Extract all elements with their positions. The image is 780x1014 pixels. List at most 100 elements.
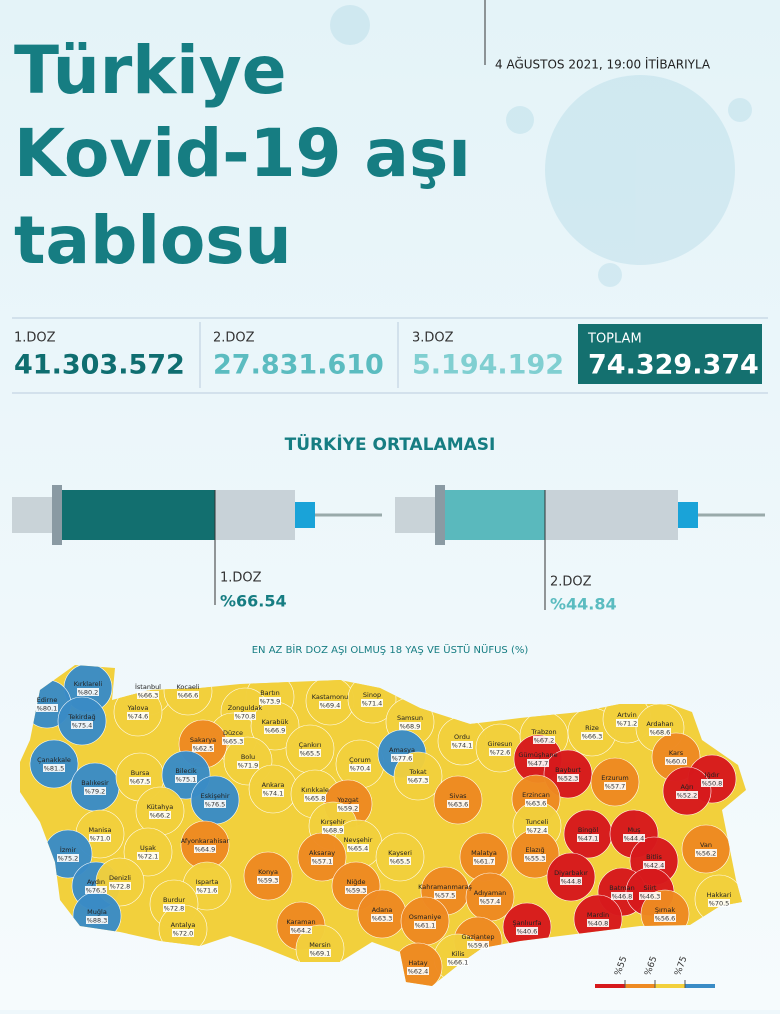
legend-swatch bbox=[595, 984, 625, 988]
province-name: Sinop bbox=[363, 691, 381, 699]
syringe-label: 1.DOZ bbox=[220, 571, 262, 586]
province-name: Denizli bbox=[109, 874, 131, 882]
virus-decoration bbox=[330, 5, 752, 287]
province-value: %65.5 bbox=[390, 858, 411, 866]
value-box bbox=[414, 921, 436, 929]
province-name: Düzce bbox=[223, 729, 243, 737]
province-name: Afyonkarahisar bbox=[181, 837, 230, 845]
province-value: %68.6 bbox=[650, 729, 671, 737]
province-value: %71.6 bbox=[197, 887, 218, 895]
province-value: %63.6 bbox=[448, 801, 469, 809]
value-box bbox=[36, 704, 58, 712]
value-box bbox=[349, 764, 371, 772]
value-box bbox=[264, 726, 286, 734]
province-name: Isparta bbox=[196, 878, 219, 886]
province-value: %69.1 bbox=[310, 950, 331, 958]
province-value: %59.3 bbox=[346, 887, 367, 895]
value-box bbox=[237, 761, 259, 769]
value-box bbox=[695, 849, 717, 857]
value-box bbox=[676, 791, 698, 799]
value-box bbox=[467, 941, 489, 949]
province-name: Antalya bbox=[171, 921, 196, 929]
date: 4 AĞUSTOS 2021, 19:00 İTİBARIYLA bbox=[495, 57, 711, 72]
province-value: %76.5 bbox=[86, 887, 107, 895]
value-box bbox=[85, 886, 107, 894]
value-box bbox=[163, 904, 185, 912]
value-box bbox=[665, 757, 687, 765]
syringe bbox=[395, 485, 765, 610]
province-name: Diyarbakır bbox=[554, 869, 588, 877]
province-name: Mardin bbox=[587, 911, 609, 919]
province-value: %75.2 bbox=[58, 855, 79, 863]
value-box bbox=[299, 749, 321, 757]
value-box bbox=[304, 794, 326, 802]
value-box bbox=[222, 737, 244, 745]
value-box bbox=[86, 916, 108, 924]
province-name: Şanlıurfa bbox=[513, 919, 542, 927]
province-value: %57.4 bbox=[480, 898, 501, 906]
province-name: Konya bbox=[258, 868, 278, 876]
province-name: Amasya bbox=[389, 746, 415, 754]
province-name: Çanakkale bbox=[37, 756, 71, 764]
province-value: %59.3 bbox=[258, 877, 279, 885]
province-name: Yozgat bbox=[336, 796, 359, 804]
province-name: Çorum bbox=[349, 756, 371, 764]
province-name: Karabük bbox=[262, 718, 289, 726]
syringe-label: 2.DOZ bbox=[550, 575, 592, 590]
value-box bbox=[577, 834, 599, 842]
value-box bbox=[604, 782, 626, 790]
province-name: Kocaeli bbox=[176, 683, 199, 691]
dose-value: 5.194.192 bbox=[412, 350, 564, 381]
province-name: Bilecik bbox=[175, 767, 196, 775]
province-value: %72.1 bbox=[138, 853, 159, 861]
value-box bbox=[257, 876, 279, 884]
value-box bbox=[407, 967, 429, 975]
province-value: %68.9 bbox=[400, 723, 421, 731]
total-box bbox=[578, 324, 762, 384]
province-name: Edirne bbox=[37, 696, 58, 704]
legend-swatch bbox=[685, 984, 715, 988]
province-value: %71.4 bbox=[362, 700, 383, 708]
value-box bbox=[192, 744, 214, 752]
value-box bbox=[447, 800, 469, 808]
province-value: %77.6 bbox=[392, 755, 413, 763]
province-value: %63.6 bbox=[526, 800, 547, 808]
value-box bbox=[581, 732, 603, 740]
province-value: %76.5 bbox=[205, 801, 226, 809]
value-box bbox=[177, 691, 199, 699]
province-value: %73.9 bbox=[260, 698, 281, 706]
province-name: Gaziantep bbox=[461, 933, 494, 941]
province-value: %68.9 bbox=[323, 827, 344, 835]
province-name: Zonguldak bbox=[228, 704, 263, 712]
province-value: %46.3 bbox=[640, 893, 661, 901]
value-box bbox=[196, 886, 218, 894]
province-value: %52.2 bbox=[677, 792, 698, 800]
value-box bbox=[407, 776, 429, 784]
value-box bbox=[371, 914, 393, 922]
province-name: Erzincan bbox=[522, 791, 550, 799]
value-box bbox=[587, 919, 609, 927]
province-name: Muş bbox=[627, 826, 641, 834]
value-box bbox=[451, 741, 473, 749]
province-value: %75.1 bbox=[176, 776, 197, 784]
value-box bbox=[43, 764, 65, 772]
value-box bbox=[527, 759, 549, 767]
province-value: %57.1 bbox=[312, 858, 333, 866]
province-value: %66.6 bbox=[178, 692, 199, 700]
province-name: Bursa bbox=[131, 769, 150, 777]
legend-swatch bbox=[655, 984, 685, 988]
value-box bbox=[533, 736, 555, 744]
value-box bbox=[262, 789, 284, 797]
value-box bbox=[311, 857, 333, 865]
province-value: %42.4 bbox=[644, 862, 665, 870]
value-box bbox=[473, 857, 495, 865]
dose-value: 27.831.610 bbox=[213, 350, 384, 381]
province-name: Eskişehir bbox=[200, 792, 229, 800]
value-box bbox=[479, 897, 501, 905]
province-value: %72.0 bbox=[173, 930, 194, 938]
province-name: Aydın bbox=[87, 878, 105, 886]
value-box bbox=[290, 926, 312, 934]
province-name: Kahramanmaraş bbox=[418, 883, 472, 891]
syringe-value: %66.54 bbox=[220, 592, 287, 611]
dose-label: 2.DOZ bbox=[213, 331, 255, 346]
